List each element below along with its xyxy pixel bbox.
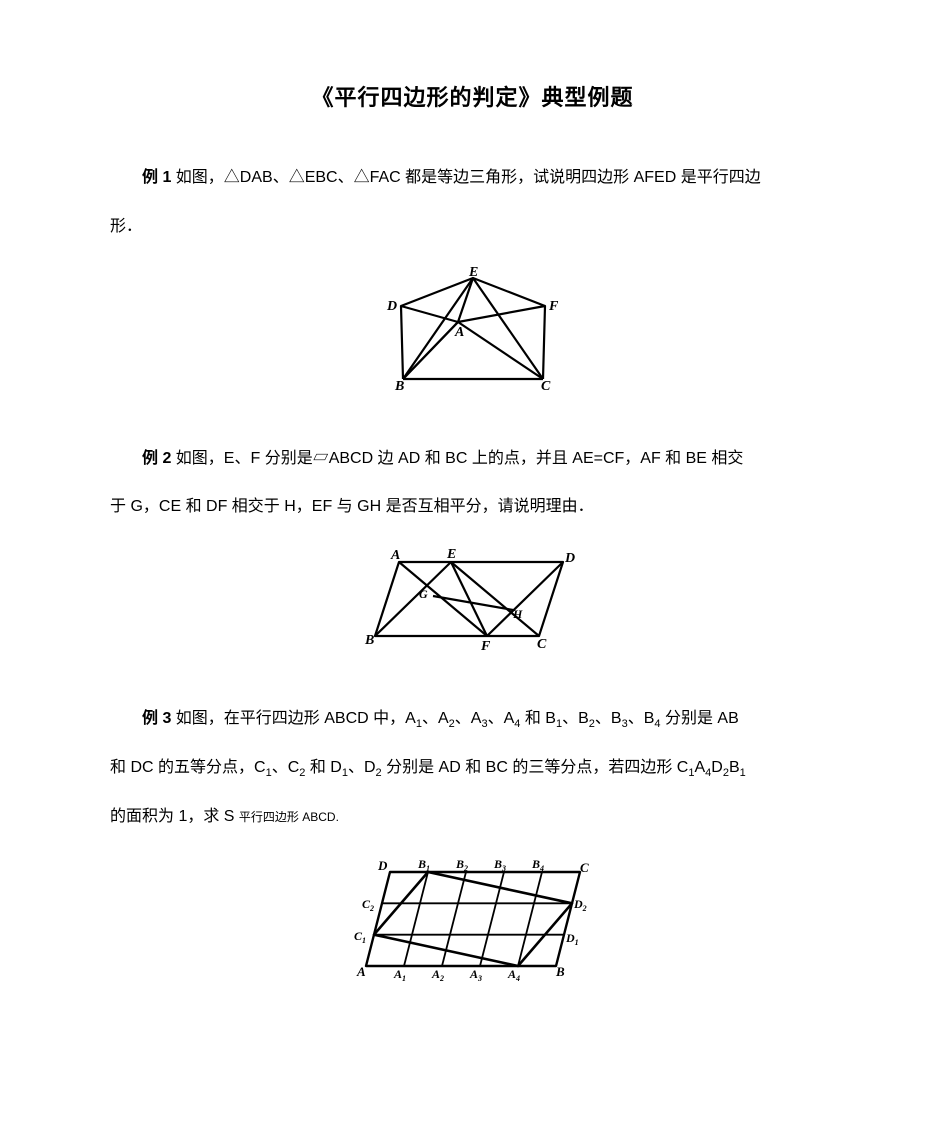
l3-B3: B3 <box>493 857 506 873</box>
l3-A4: A4 <box>507 967 520 983</box>
t-b-D: D <box>711 759 723 776</box>
ex1-figure: B C A D E F <box>110 264 835 399</box>
label-G2: G <box>419 587 428 601</box>
l3-B: B <box>555 964 565 979</box>
l3-C2: C2 <box>362 897 374 913</box>
ex3-para-a: 例 3 如图，在平行四边形 ABCD 中，A1、A2、A3、A4 和 B1、B2… <box>110 701 835 738</box>
label-B2: B <box>364 633 374 648</box>
t-b-mid1: 和 D <box>305 759 341 776</box>
label-C2: C <box>537 637 547 652</box>
t-b-A: A <box>694 759 705 776</box>
t-b-mid2: 分别是 AD 和 BC 的三等分点，若四边形 C <box>382 759 689 776</box>
l3-B1: B1 <box>417 857 430 873</box>
t-b-B: B <box>729 759 740 776</box>
l3-A: A <box>356 964 366 979</box>
t-c-small: 平行四边形 ABCD. <box>239 810 339 824</box>
t-dn6: 、B <box>628 710 655 727</box>
label-F2: F <box>480 639 491 654</box>
l3-D: D <box>377 858 388 873</box>
t-c-start: 的面积为 1，求 S <box>110 808 239 825</box>
ex3-text-a: 如图，在平行四边形 ABCD 中，A <box>171 710 415 727</box>
ex3-label: 例 3 <box>142 710 171 727</box>
label-A: A <box>454 325 464 340</box>
ex1-text-a: 如图，△DAB、△EBC、△FAC 都是等边三角形，试说明四边形 AFED 是平… <box>171 169 760 186</box>
label-B: B <box>394 379 404 394</box>
ex1-para-b: 形． <box>110 209 835 246</box>
l3-B2: B2 <box>455 857 468 873</box>
ex3-figure: A B C D A1 A2 A3 A4 B1 B2 B3 B4 C1 C2 D1… <box>110 854 835 989</box>
ex2-figure: A D B C E F G H <box>110 544 835 659</box>
l3-A3: A3 <box>469 967 482 983</box>
label-H2: H <box>512 607 523 621</box>
label-E2: E <box>446 547 456 562</box>
l3-D1: D1 <box>565 931 579 947</box>
ex3-para-b: 和 DC 的五等分点，C1、C2 和 D1、D2 分别是 AD 和 BC 的三等… <box>110 750 835 787</box>
ex1-diagram: B C A D E F <box>373 264 573 394</box>
l3-C: C <box>580 860 589 875</box>
label-D: D <box>386 299 397 314</box>
ex1-para: 例 1 如图，△DAB、△EBC、△FAC 都是等边三角形，试说明四边形 AFE… <box>110 160 835 197</box>
label-D2: D <box>564 551 575 566</box>
l3-D2: D2 <box>573 897 587 913</box>
t-mid1: 和 B <box>520 710 556 727</box>
ex3-para-c: 的面积为 1，求 S 平行四边形 ABCD. <box>110 799 835 836</box>
t-dn2: 、A <box>455 710 482 727</box>
label-E: E <box>468 265 478 280</box>
ex2-para: 例 2 如图，E、F 分别是▱ABCD 边 AD 和 BC 上的点，并且 AE=… <box>110 441 835 478</box>
ex2-text-a: 如图，E、F 分别是▱ABCD 边 AD 和 BC 上的点，并且 AE=CF，A… <box>171 450 743 467</box>
label-A2: A <box>390 548 400 563</box>
ex2-label: 例 2 <box>142 450 171 467</box>
ex1-label: 例 1 <box>142 169 171 186</box>
l3-C1: C1 <box>354 929 366 945</box>
ex3-diagram: A B C D A1 A2 A3 A4 B1 B2 B3 B4 C1 C2 D1… <box>348 854 598 984</box>
l3-A2: A2 <box>431 967 444 983</box>
ex2-diagram: A D B C E F G H <box>363 544 583 654</box>
t-dn5: 、B <box>595 710 622 727</box>
t-dn4: 、B <box>562 710 589 727</box>
l3-A1: A1 <box>393 967 406 983</box>
t-b-start: 和 DC 的五等分点，C <box>110 759 266 776</box>
ex2-para-b: 于 G，CE 和 DF 相交于 H，EF 与 GH 是否互相平分，请说明理由． <box>110 489 835 526</box>
t-end-a: 分别是 AB <box>661 710 739 727</box>
t-dn1: 、A <box>422 710 449 727</box>
s-bb1: 1 <box>740 767 746 779</box>
label-C: C <box>541 379 551 394</box>
t-dn3: 、A <box>488 710 515 727</box>
t-d-sep: 、D <box>348 759 376 776</box>
l3-B4: B4 <box>531 857 544 873</box>
page-title: 《平行四边形的判定》典型例题 <box>110 80 835 112</box>
label-F: F <box>548 299 559 314</box>
t-c-sep: 、C <box>272 759 300 776</box>
